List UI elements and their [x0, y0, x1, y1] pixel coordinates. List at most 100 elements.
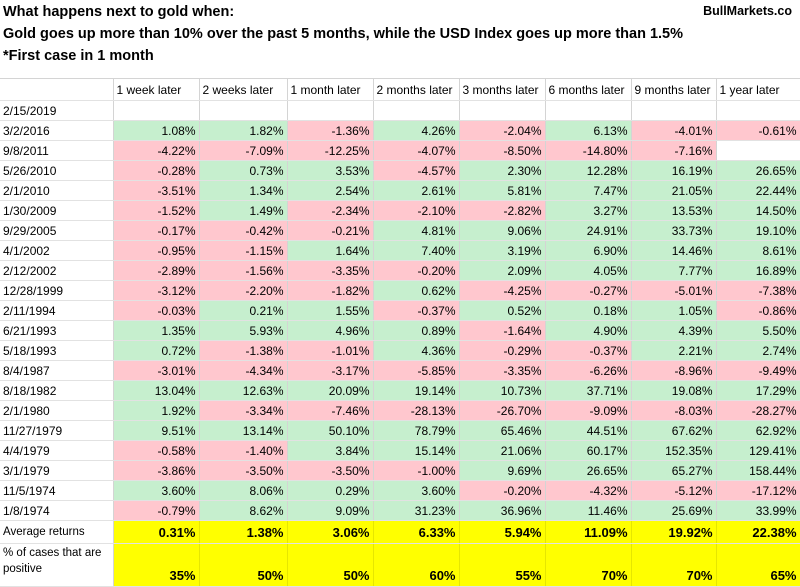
column-header: 3 months later: [459, 78, 546, 101]
return-cell: 0.62%: [373, 280, 460, 301]
return-cell: 26.65%: [545, 460, 632, 481]
column-header: 2 months later: [373, 78, 460, 101]
return-cell: 12.63%: [199, 380, 288, 401]
percent-positive-value: 50%: [199, 543, 288, 587]
row-date: 6/21/1993: [0, 320, 114, 341]
return-cell: -7.46%: [287, 400, 374, 421]
return-cell: 16.89%: [716, 260, 800, 281]
return-cell: -14.80%: [545, 140, 632, 161]
return-cell: -8.03%: [631, 400, 717, 421]
return-cell: -0.29%: [459, 340, 546, 361]
return-cell: 13.53%: [631, 200, 717, 221]
return-cell: -1.01%: [287, 340, 374, 361]
return-cell: 2.21%: [631, 340, 717, 361]
return-cell: 4.96%: [287, 320, 374, 341]
return-cell: -3.12%: [113, 280, 200, 301]
table-row: 5/18/1993 0.72% -1.38% -1.01% 4.36% -0.29% -0.…: [0, 340, 800, 361]
row-date: 4/4/1979: [0, 440, 114, 461]
table-row: 1/30/2009 -1.52% 1.49% -2.34% -2.10% -2.82% 3.…: [0, 200, 800, 221]
return-cell: 1.92%: [113, 400, 200, 421]
return-cell: 36.96%: [459, 500, 546, 521]
return-cell: -1.00%: [373, 460, 460, 481]
returns-table: 1 week later 2 weeks later 1 month later…: [0, 78, 800, 587]
return-cell: -3.50%: [199, 460, 288, 481]
row-date: 1/30/2009: [0, 200, 114, 221]
headline: What happens next to gold when:: [3, 4, 235, 20]
return-cell: 21.05%: [631, 180, 717, 201]
return-cell: 21.06%: [459, 440, 546, 461]
return-cell: -7.16%: [631, 140, 717, 161]
return-cell: -2.34%: [287, 200, 374, 221]
return-cell: -2.20%: [199, 280, 288, 301]
column-header: 1 year later: [716, 78, 800, 101]
return-cell: -0.37%: [545, 340, 632, 361]
return-cell: -3.50%: [287, 460, 374, 481]
return-cell: -0.28%: [113, 160, 200, 181]
table-row: 2/15/2019: [0, 100, 800, 121]
table-row: 1/8/1974 -0.79% 8.62% 9.09% 31.23% 36.96% 11.4…: [0, 500, 800, 521]
row-date: 11/27/1979: [0, 420, 114, 441]
row-date: 4/1/2002: [0, 240, 114, 261]
return-cell: 19.14%: [373, 380, 460, 401]
return-cell: -1.15%: [199, 240, 288, 261]
return-cell: 0.18%: [545, 300, 632, 321]
return-cell: 14.50%: [716, 200, 800, 221]
percent-positive-value: 60%: [373, 543, 460, 587]
return-cell: 1.05%: [631, 300, 717, 321]
return-cell: [373, 100, 460, 121]
table-row: 2/1/1980 1.92% -3.34% -7.46% -28.13% -26.70% -…: [0, 400, 800, 421]
return-cell: 158.44%: [716, 460, 800, 481]
column-header-date: [0, 78, 114, 101]
return-cell: 129.41%: [716, 440, 800, 461]
table-row: 4/4/1979 -0.58% -1.40% 3.84% 15.14% 21.06% 60.…: [0, 440, 800, 461]
row-date: 12/28/1999: [0, 280, 114, 301]
row-date: 8/4/1987: [0, 360, 114, 381]
return-cell: 7.40%: [373, 240, 460, 261]
return-cell: 2.74%: [716, 340, 800, 361]
condition-description: Gold goes up more than 10% over the past…: [3, 26, 684, 42]
return-cell: -8.96%: [631, 360, 717, 381]
return-cell: 20.09%: [287, 380, 374, 401]
return-cell: 2.30%: [459, 160, 546, 181]
return-cell: -1.52%: [113, 200, 200, 221]
return-cell: -0.61%: [716, 120, 800, 141]
table-row: 8/18/1982 13.04% 12.63% 20.09% 19.14% 10.73% 3…: [0, 380, 800, 401]
row-date: 9/8/2011: [0, 140, 114, 161]
return-cell: -4.57%: [373, 160, 460, 181]
return-cell: -0.27%: [545, 280, 632, 301]
row-date: 2/1/1980: [0, 400, 114, 421]
table-row: 11/27/1979 9.51% 13.14% 50.10% 78.79% 65.46% 4…: [0, 420, 800, 441]
return-cell: -2.10%: [373, 200, 460, 221]
average-value: 6.33%: [373, 520, 460, 544]
return-cell: 13.14%: [199, 420, 288, 441]
return-cell: 24.91%: [545, 220, 632, 241]
return-cell: -1.40%: [199, 440, 288, 461]
return-cell: -3.01%: [113, 360, 200, 381]
return-cell: 7.47%: [545, 180, 632, 201]
return-cell: -1.82%: [287, 280, 374, 301]
return-cell: 12.28%: [545, 160, 632, 181]
return-cell: -1.64%: [459, 320, 546, 341]
return-cell: -0.58%: [113, 440, 200, 461]
percent-positive-label: % of cases that are positive: [0, 543, 114, 587]
return-cell: 11.46%: [545, 500, 632, 521]
return-cell: -8.50%: [459, 140, 546, 161]
return-cell: 5.93%: [199, 320, 288, 341]
return-cell: [631, 100, 717, 121]
return-cell: 1.64%: [287, 240, 374, 261]
return-cell: 4.05%: [545, 260, 632, 281]
return-cell: -3.35%: [287, 260, 374, 281]
return-cell: 5.50%: [716, 320, 800, 341]
row-date: 5/26/2010: [0, 160, 114, 181]
percent-positive-value: 65%: [716, 543, 800, 587]
return-cell: 3.53%: [287, 160, 374, 181]
return-cell: 25.69%: [631, 500, 717, 521]
return-cell: -1.38%: [199, 340, 288, 361]
return-cell: 2.61%: [373, 180, 460, 201]
return-cell: 13.04%: [113, 380, 200, 401]
return-cell: 17.29%: [716, 380, 800, 401]
return-cell: -7.38%: [716, 280, 800, 301]
return-cell: 60.17%: [545, 440, 632, 461]
row-date: 5/18/1993: [0, 340, 114, 361]
return-cell: 3.84%: [287, 440, 374, 461]
